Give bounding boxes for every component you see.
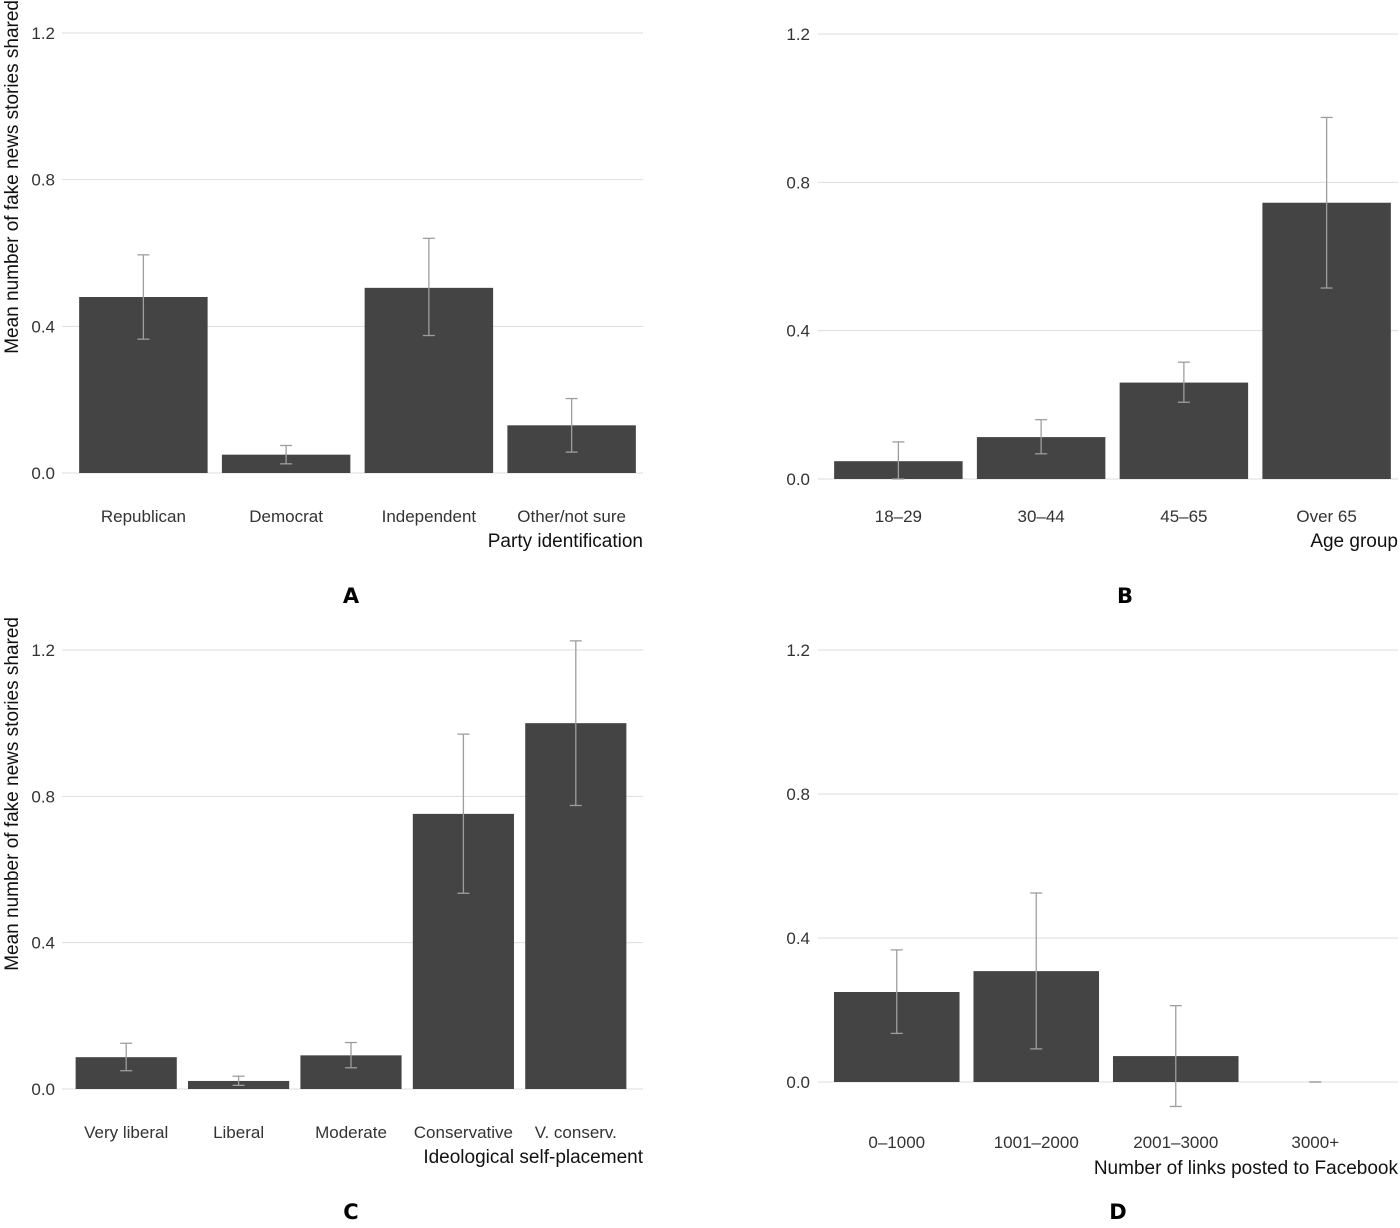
panel-b-category-label: 45–65 bbox=[1160, 507, 1207, 526]
panel-a-ytick-label: 0.8 bbox=[31, 171, 55, 190]
panel-c-category-label: Very liberal bbox=[84, 1123, 168, 1142]
panel-d-x-axis-title: Number of links posted to Facebook bbox=[1094, 1158, 1399, 1179]
panel-c-ytick-label: 0.0 bbox=[31, 1080, 55, 1099]
panel-b-letter: B bbox=[1117, 584, 1133, 608]
panel-a-category-label: Other/not sure bbox=[517, 507, 626, 526]
panel-a-category-label: Independent bbox=[382, 507, 477, 526]
panel-a-ytick-label: 0.4 bbox=[31, 317, 55, 336]
panel-b-category-label: Over 65 bbox=[1296, 507, 1356, 526]
panel-a-ytick-label: 0.0 bbox=[31, 464, 55, 483]
panel-d-category-label: 0–1000 bbox=[868, 1133, 925, 1152]
panel-d-ytick-label: 1.2 bbox=[786, 641, 810, 660]
panel-b-category-label: 18–29 bbox=[875, 507, 922, 526]
panel-c-category-label: Moderate bbox=[315, 1123, 387, 1142]
panel-d-letter: D bbox=[1109, 1200, 1126, 1223]
panel-d-category-label: 3000+ bbox=[1291, 1133, 1339, 1152]
panel-c-y-axis-title: Mean number of fake news stories shared bbox=[2, 617, 23, 971]
panel-b-ytick-label: 0.0 bbox=[786, 470, 810, 489]
panel-c-x-axis-title: Ideological self-placement bbox=[423, 1147, 643, 1168]
panel-a-ytick-label: 1.2 bbox=[31, 24, 55, 43]
panel-a-letter: A bbox=[343, 584, 360, 608]
panel-d-ytick-label: 0.8 bbox=[786, 785, 810, 804]
panel-c-category-label: Liberal bbox=[213, 1123, 264, 1142]
panel-a-category-label: Democrat bbox=[249, 507, 323, 526]
panel-d-ytick-label: 0.0 bbox=[786, 1073, 810, 1092]
panel-b-ytick-label: 0.4 bbox=[786, 322, 810, 341]
panel-c-category-label: V. conserv. bbox=[535, 1123, 617, 1142]
panel-a-y-axis-title: Mean number of fake news stories shared bbox=[2, 0, 23, 354]
panel-c-ytick-label: 0.4 bbox=[31, 934, 55, 953]
panel-b-ytick-label: 1.2 bbox=[786, 25, 810, 44]
panel-c-ytick-label: 1.2 bbox=[31, 641, 55, 660]
panel-c-letter: C bbox=[343, 1200, 358, 1223]
panel-b-x-axis-title: Age group bbox=[1310, 531, 1398, 552]
panel-d-ytick-label: 0.4 bbox=[786, 929, 810, 948]
panel-c-ytick-label: 0.8 bbox=[31, 787, 55, 806]
panel-d-category-label: 1001–2000 bbox=[994, 1133, 1079, 1152]
panel-b-category-label: 30–44 bbox=[1017, 507, 1064, 526]
panel-b-ytick-label: 0.8 bbox=[786, 173, 810, 192]
panel-a-x-axis-title: Party identification bbox=[488, 531, 643, 552]
panel-c-category-label: Conservative bbox=[414, 1123, 513, 1142]
panel-d-category-label: 2001–3000 bbox=[1133, 1133, 1218, 1152]
panel-a-category-label: Republican bbox=[101, 507, 186, 526]
